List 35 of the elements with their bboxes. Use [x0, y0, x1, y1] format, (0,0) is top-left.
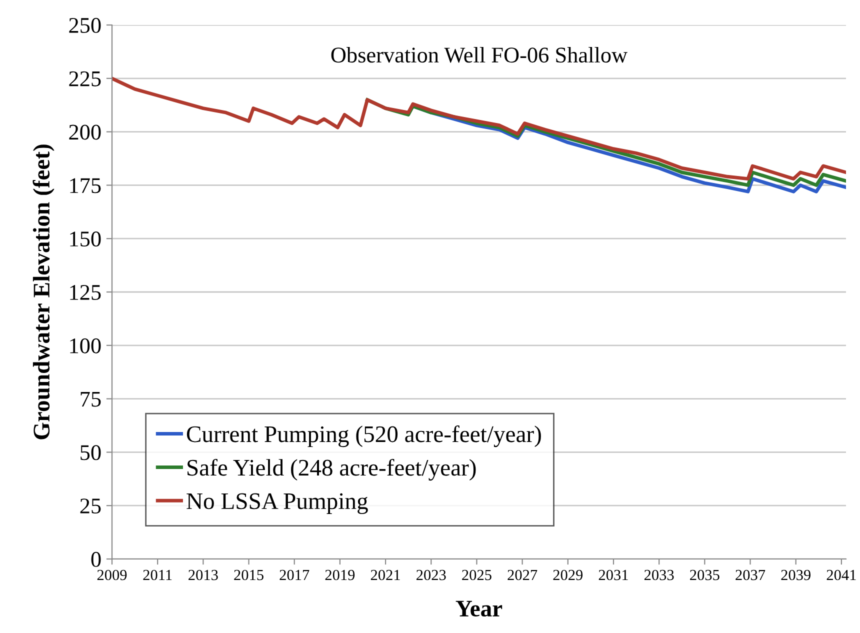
y-tick-label: 225 — [69, 71, 101, 86]
y-tick-label: 100 — [70, 338, 101, 354]
x-tick-label: 2031 — [598, 570, 628, 580]
x-tick-label: 2015 — [234, 570, 264, 580]
x-tick-label: 2017 — [280, 570, 310, 580]
legend-label: Current Pumping (520 acre-feet/year) — [186, 425, 541, 448]
x-tick-label: 2033 — [644, 570, 674, 580]
legend-label: No LSSA Pumping — [186, 493, 368, 514]
legend-label: Safe Yield (248 acre-feet/year) — [188, 458, 476, 481]
y-tick-label: 75 — [80, 392, 101, 407]
x-tick-label: 2035 — [690, 570, 720, 580]
y-axis-title: Groundwater Elevation (feet) — [32, 144, 54, 440]
x-tick-label: 2023 — [416, 570, 446, 580]
y-tick-label: 25 — [80, 498, 101, 514]
y-tick-label: 250 — [69, 18, 101, 33]
y-tick-label: 175 — [70, 178, 101, 194]
y-tick-label: 0 — [91, 552, 101, 567]
y-tick-label: 125 — [70, 284, 101, 300]
x-tick-label: 2009 — [97, 570, 127, 580]
x-tick-label: 2041 — [826, 570, 856, 580]
y-tick-label: 200 — [69, 124, 101, 140]
x-axis-title: Year — [456, 600, 502, 617]
text: Observation Well FO-06 Shallow — [331, 46, 628, 63]
line-series — [112, 76, 846, 181]
x-tick-label: 2029 — [553, 570, 583, 580]
y-tick-label: 150 — [70, 232, 101, 247]
x-tick-label: 2037 — [736, 570, 766, 580]
x-tick-label: 2025 — [462, 570, 492, 580]
x-tick-label: 2011 — [143, 570, 172, 580]
x-tick-label: 2027 — [508, 570, 538, 580]
x-tick-label: 2021 — [370, 570, 400, 580]
x-tick-label: 2039 — [781, 570, 811, 580]
y-tick-label: 50 — [80, 445, 101, 460]
x-tick-label: 2019 — [325, 570, 355, 580]
x-tick-label: 2013 — [188, 570, 218, 580]
